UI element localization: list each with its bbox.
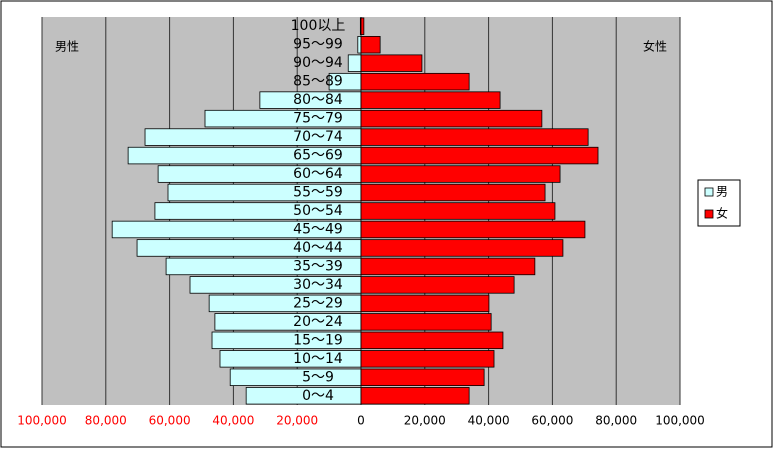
bar (360, 72, 470, 91)
legend-swatch (704, 209, 714, 219)
category-label: 95〜99 (293, 37, 343, 53)
x-tick-label: 0 (357, 414, 365, 428)
category-label: 60〜64 (293, 166, 343, 182)
bar (360, 36, 381, 54)
bar (360, 368, 485, 387)
category-label: 0〜4 (302, 388, 334, 404)
category-label: 55〜59 (293, 185, 343, 201)
category-label: 15〜19 (293, 332, 343, 348)
bar (360, 146, 599, 165)
category-label: 5〜9 (302, 369, 334, 385)
male-annotation: 男性 (55, 40, 79, 54)
category-label: 65〜69 (293, 148, 343, 164)
category-label: 20〜24 (293, 314, 343, 330)
category-label: 85〜89 (293, 74, 343, 90)
bar (360, 387, 470, 405)
bar (347, 54, 362, 72)
x-tick-label: 60,000 (531, 414, 573, 428)
x-tick-label: 20,000 (276, 414, 318, 428)
bar (360, 331, 504, 350)
bar (360, 294, 490, 313)
x-tick-label: 100,000 (655, 414, 705, 428)
category-label: 100以上 (291, 18, 346, 34)
bar (360, 202, 556, 220)
bar (229, 368, 362, 387)
bar (360, 109, 543, 128)
bar (360, 54, 423, 72)
legend-swatch (704, 187, 714, 197)
category-label: 80〜84 (293, 92, 343, 108)
category-label: 30〜34 (293, 277, 343, 293)
bar (360, 313, 492, 331)
x-tick-label: 40,000 (212, 414, 254, 428)
bar (360, 257, 536, 276)
category-label: 45〜49 (293, 221, 343, 237)
x-tick-label: 60,000 (149, 414, 191, 428)
bar (360, 128, 589, 146)
category-label: 50〜54 (293, 203, 343, 219)
category-label: 25〜29 (293, 295, 343, 311)
bar (357, 36, 362, 54)
bar (360, 183, 546, 202)
bar (360, 17, 365, 35)
bar (360, 239, 564, 257)
category-label: 40〜44 (293, 240, 343, 256)
bar (360, 91, 501, 109)
x-tick-label: 80,000 (595, 414, 637, 428)
female-annotation: 女性 (643, 39, 667, 54)
legend-label: 女 (716, 206, 728, 221)
x-tick-label: 80,000 (85, 414, 127, 428)
category-label: 90〜94 (293, 55, 343, 71)
category-label: 35〜39 (293, 258, 343, 274)
bar (360, 276, 515, 294)
x-tick-label: 40,000 (468, 414, 510, 428)
category-label: 10〜14 (293, 351, 343, 367)
category-label: 75〜79 (293, 111, 343, 127)
bar (360, 220, 586, 239)
category-label: 70〜74 (293, 129, 343, 145)
x-tick-label: 20,000 (404, 414, 446, 428)
x-tick-label: 100,000 (17, 414, 67, 428)
legend-label: 男 (716, 185, 728, 199)
bar (360, 350, 495, 368)
bar (360, 165, 561, 183)
